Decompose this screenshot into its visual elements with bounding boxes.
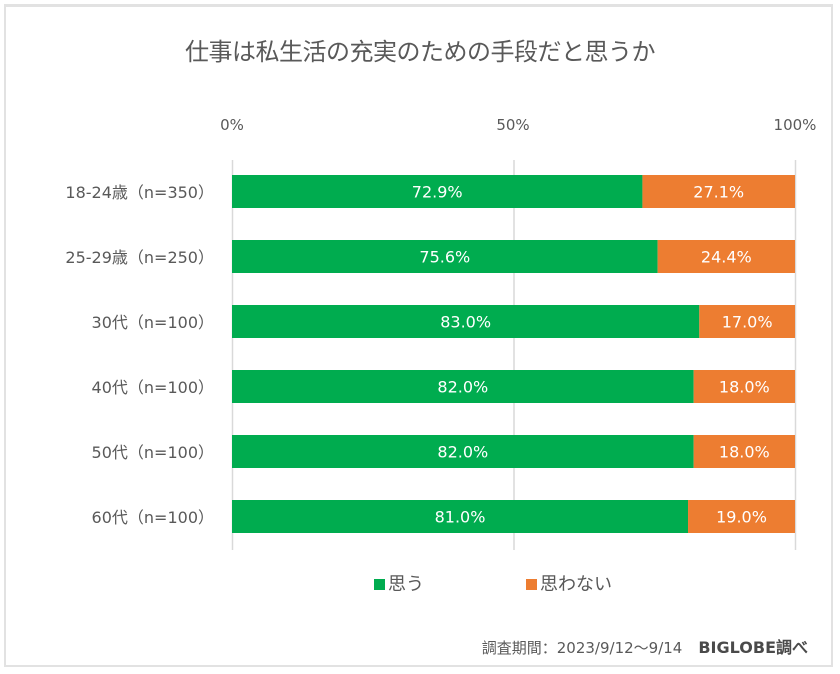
- data-label: 75.6%: [419, 248, 470, 267]
- chart-title: 仕事は私生活の充実のための手段だと思うか: [185, 38, 656, 66]
- data-label: 82.0%: [437, 443, 488, 462]
- footer: 調査期間：2023/9/12～9/14 BIGLOBE調べ: [482, 634, 808, 658]
- legend-item-agree: 思う: [374, 570, 424, 596]
- bar-segment-disagree: [693, 370, 795, 403]
- source-credit: BIGLOBE調べ: [698, 638, 808, 657]
- data-label: 18.0%: [719, 443, 770, 462]
- data-label: 72.9%: [412, 183, 463, 202]
- category-label: 25-29歳（n=250）: [65, 248, 214, 267]
- data-label: 27.1%: [693, 183, 744, 202]
- legend-item-disagree: 思わない: [526, 570, 612, 596]
- data-label: 24.4%: [701, 248, 752, 267]
- data-label: 82.0%: [437, 378, 488, 397]
- x-tick-label-100: 100%: [773, 116, 817, 134]
- survey-period: 調査期間：2023/9/12～9/14: [481, 639, 683, 657]
- legend-swatch-disagree: [526, 578, 537, 590]
- category-label: 18-24歳（n=350）: [65, 183, 214, 202]
- x-tick-label-0: 0%: [220, 116, 244, 134]
- bar-segment-agree: [232, 500, 689, 533]
- bar-segment-agree: [232, 435, 694, 468]
- bar-segment-agree: [232, 175, 643, 208]
- bar-segment-disagree: [688, 500, 795, 533]
- legend-label-disagree: 思わない: [540, 574, 612, 595]
- data-label: 18.0%: [719, 378, 770, 397]
- bar-segment-agree: [232, 370, 694, 403]
- legend-label-agree: 思う: [388, 574, 424, 595]
- data-label: 19.0%: [716, 508, 767, 527]
- category-label: 60代（n=100）: [91, 508, 214, 527]
- bar-segment-disagree: [657, 240, 795, 273]
- category-label: 30代（n=100）: [91, 313, 214, 332]
- data-label: 17.0%: [722, 313, 773, 332]
- data-label: 81.0%: [435, 508, 486, 527]
- legend-swatch-agree: [374, 578, 385, 590]
- x-tick-label-50: 50%: [496, 116, 530, 134]
- bar-segment-disagree: [693, 435, 795, 468]
- bar-segment-agree: [232, 305, 700, 338]
- bar-segment-agree: [232, 240, 658, 273]
- bar-segment-disagree: [699, 305, 795, 338]
- category-label: 40代（n=100）: [91, 378, 214, 397]
- bar-segment-disagree: [642, 175, 795, 208]
- data-label: 83.0%: [440, 313, 491, 332]
- category-label: 50代（n=100）: [91, 443, 214, 462]
